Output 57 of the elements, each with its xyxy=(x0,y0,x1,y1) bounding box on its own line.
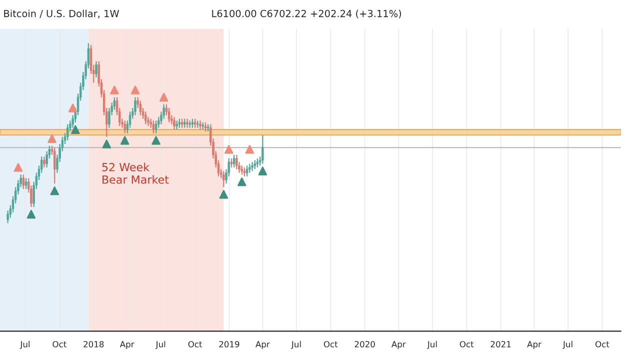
candlestick xyxy=(144,111,147,125)
x-tick-label: 2018 xyxy=(84,341,104,348)
x-tick-label: Oct xyxy=(52,341,66,348)
x-tick-label: Apr xyxy=(120,341,134,349)
x-tick-label: Apr xyxy=(527,341,542,349)
x-tick-label: Jul xyxy=(426,340,437,349)
point xyxy=(68,104,78,112)
x-tick-label: Oct xyxy=(188,341,202,348)
x-tick-label: Oct xyxy=(595,341,610,348)
candlestick xyxy=(236,154,238,170)
candlestick xyxy=(43,156,46,168)
point xyxy=(159,92,168,102)
point xyxy=(245,145,254,154)
candlestick xyxy=(251,161,254,172)
point xyxy=(130,86,140,94)
point xyxy=(120,136,130,145)
candlestick xyxy=(134,96,136,116)
band-label: 52 Week Bear Market xyxy=(102,162,169,184)
x-tick-label: Jul xyxy=(155,340,166,349)
point xyxy=(102,140,111,148)
point xyxy=(152,136,160,145)
candlestick xyxy=(95,60,98,78)
chart-title: Bitcoin / U.S. Dollar, 1W xyxy=(4,10,120,18)
candlestick xyxy=(53,147,56,184)
x-tick-label: Jul xyxy=(562,340,572,349)
candlestick xyxy=(124,120,126,134)
x-tick-label: Jul xyxy=(20,340,30,349)
x-tick-label: Jul xyxy=(291,340,301,349)
point xyxy=(14,163,23,172)
candlestick xyxy=(186,118,188,128)
candlestick xyxy=(222,170,225,188)
point xyxy=(50,186,59,196)
candlestick xyxy=(262,134,264,164)
point xyxy=(237,177,246,186)
candlestick xyxy=(139,100,142,116)
x-tick-label: 2019 xyxy=(219,341,240,348)
x-tick-label: 2020 xyxy=(354,341,375,348)
point xyxy=(48,134,56,143)
x-tick-label: 2021 xyxy=(490,341,511,348)
x-tick-label: Apr xyxy=(391,341,406,349)
point xyxy=(71,125,80,134)
candlestick xyxy=(199,120,202,130)
candlestick xyxy=(173,116,176,130)
candlestick xyxy=(232,154,236,168)
candlestick xyxy=(22,174,25,190)
x-tick-label: Apr xyxy=(256,341,270,349)
point xyxy=(26,210,36,219)
candlestick xyxy=(66,124,69,141)
point xyxy=(224,145,234,154)
x-tick-label: Oct xyxy=(324,341,338,348)
point xyxy=(110,86,119,94)
point xyxy=(258,166,268,176)
text: L6100.00 C6702.22 +202.24 (+3.11%) xyxy=(212,10,402,18)
candlestick xyxy=(154,120,158,134)
point xyxy=(219,190,228,199)
x-tick-label: Oct xyxy=(460,341,474,348)
candlestick xyxy=(152,120,155,134)
